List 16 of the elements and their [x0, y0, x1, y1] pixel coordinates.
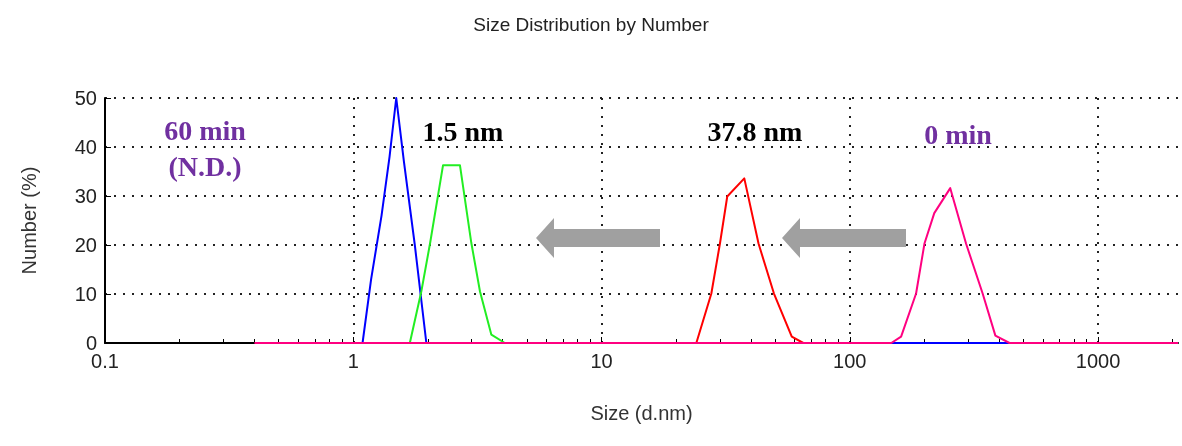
- y-tick-label: 50: [74, 87, 97, 109]
- x-axis-title: Size (d.nm): [590, 402, 693, 424]
- chart-title: Size Distribution by Number: [473, 14, 710, 35]
- annotation: 37.8 nm: [707, 115, 803, 147]
- y-tick-label: 20: [74, 234, 97, 256]
- annotation: 1.5 nm: [422, 115, 504, 147]
- y-tick-label: 30: [74, 185, 97, 207]
- x-tick-label: 1000: [1075, 350, 1121, 372]
- annotation: 0 min: [924, 118, 993, 150]
- x-tick-label: 10: [590, 350, 613, 372]
- x-tick-label: 100: [833, 350, 867, 372]
- y-tick-label: 10: [74, 283, 97, 305]
- y-tick-label: 40: [74, 136, 97, 158]
- y-axis-title: Number (%): [18, 166, 40, 275]
- x-tick-label: 1: [347, 350, 359, 372]
- annotation: 60 min (N.D.): [164, 114, 247, 182]
